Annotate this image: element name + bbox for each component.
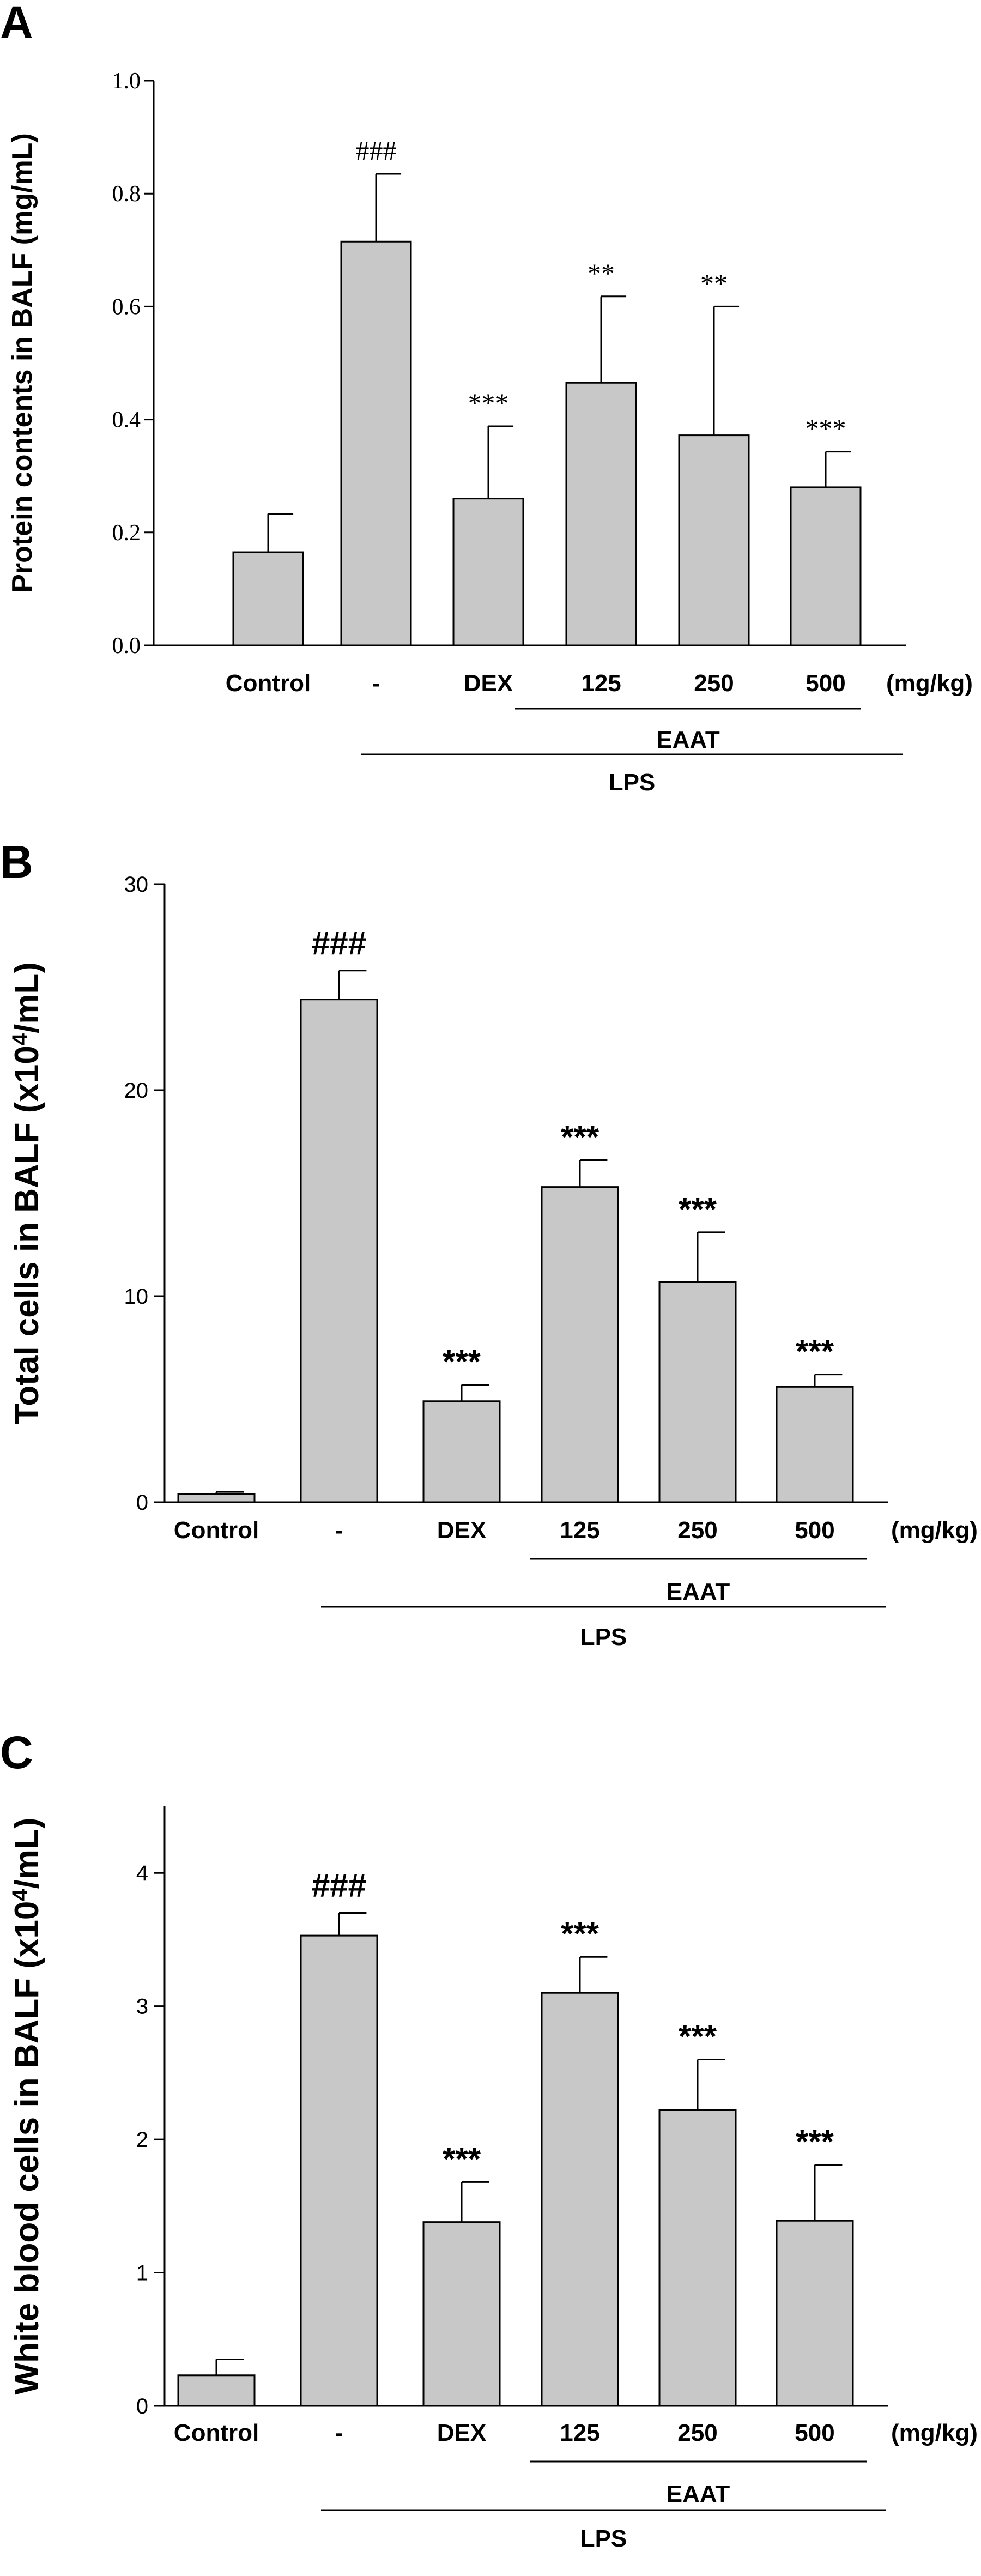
group-label-eaat-c: EAAT xyxy=(667,2481,730,2507)
x-tick-label-b-5: 500 xyxy=(795,1517,834,1544)
panel-label-b: B xyxy=(0,836,33,887)
significance-label-c-3: *** xyxy=(561,1915,600,1952)
dose-unit-label-a: (mg/kg) xyxy=(886,670,973,697)
significance-label-a-2: *** xyxy=(468,388,509,418)
y-axis-title-c: White blood cells in BALF (x104/mL) xyxy=(8,1817,46,2394)
bar-a-0 xyxy=(232,551,304,646)
bar-a-4 xyxy=(678,434,750,646)
x-tick-label-b-1: - xyxy=(335,1517,343,1544)
y-axis-title-superscript: 4 xyxy=(8,1889,32,1901)
y-tick-label: 10 xyxy=(124,1285,149,1309)
bar-a-5 xyxy=(790,486,862,646)
significance-label-b-4: *** xyxy=(679,1191,717,1227)
group-label-lps-b: LPS xyxy=(580,1624,627,1650)
significance-label-b-5: *** xyxy=(796,1333,834,1370)
chart-panel-b: B 0 10 20 30 Total cells in BALF (x104/mL) Con… xyxy=(0,836,978,1650)
bar-c-0 xyxy=(177,2374,256,2407)
panel-label-c: C xyxy=(0,1727,33,1778)
significance-label-c-2: *** xyxy=(443,2140,481,2177)
bar-b-1 xyxy=(300,999,378,1503)
bar-c-2 xyxy=(422,2221,501,2407)
x-tick-label-a-5: 500 xyxy=(806,670,845,697)
y-axis-title-unit: /mL) xyxy=(8,962,46,1033)
y-tick-label: 0.0 xyxy=(112,633,141,658)
x-tick-label-b-3: 125 xyxy=(560,1517,600,1544)
y-tick-label: 30 xyxy=(124,873,149,897)
bar-c-5 xyxy=(776,2220,854,2407)
x-tick-label-c-3: 125 xyxy=(560,2420,600,2446)
significance-label-c-5: *** xyxy=(796,2124,834,2160)
bar-b-4 xyxy=(658,1281,737,1503)
y-tick-label: 0 xyxy=(136,2394,148,2418)
significance-label-a-3: ** xyxy=(588,258,615,288)
x-tick-label-c-4: 250 xyxy=(677,2420,717,2446)
bar-c-4 xyxy=(658,2109,737,2407)
y-tick-label: 4 xyxy=(136,1861,148,1885)
x-tick-label-a-1: - xyxy=(372,670,380,697)
y-tick-label: 2 xyxy=(136,2128,148,2152)
y-tick-label: 0.4 xyxy=(112,408,141,433)
panel-label-a: A xyxy=(0,0,33,48)
x-tick-label-b-4: 250 xyxy=(677,1517,717,1544)
y-tick-label: 0.8 xyxy=(112,182,141,207)
bar-b-2 xyxy=(422,1400,501,1503)
x-tick-label-b-0: Control xyxy=(174,1517,259,1544)
bar-b-0 xyxy=(177,1493,256,1503)
significance-label-a-1: ### xyxy=(356,135,397,166)
y-tick-label: 0 xyxy=(136,1491,148,1515)
bar-a-1 xyxy=(340,240,412,646)
significance-label-b-3: *** xyxy=(561,1119,600,1156)
y-axis-title-superscript: 4 xyxy=(8,1033,32,1045)
group-label-lps-a: LPS xyxy=(609,769,656,796)
y-axis-title-a: Protein contents in BALF (mg/mL) xyxy=(7,133,38,593)
y-tick-label: 20 xyxy=(124,1079,149,1103)
dose-unit-label-b: (mg/kg) xyxy=(891,1517,978,1544)
y-axis-title-b: Total cells in BALF (x104/mL) xyxy=(8,962,46,1424)
x-tick-label-a-2: DEX xyxy=(464,670,513,697)
group-label-eaat-a: EAAT xyxy=(656,727,720,753)
significance-label-c-4: *** xyxy=(679,2018,717,2054)
y-axis-title-text: Total cells in BALF (x10 xyxy=(8,1045,46,1424)
group-label-lps-c: LPS xyxy=(580,2525,627,2552)
bar-c-3 xyxy=(541,1992,619,2407)
x-tick-label-c-1: - xyxy=(335,2420,343,2446)
significance-label-b-2: *** xyxy=(443,1344,481,1380)
significance-label-c-1: ### xyxy=(312,1867,366,1904)
y-tick-label: 1.0 xyxy=(112,69,141,94)
bar-a-2 xyxy=(452,498,524,646)
significance-label-b-1: ### xyxy=(312,925,366,962)
y-axis-title-text: White blood cells in BALF (x10 xyxy=(8,1901,46,2395)
bar-c-1 xyxy=(300,1934,378,2407)
y-tick-label: 0.6 xyxy=(112,294,141,319)
x-tick-label-a-0: Control xyxy=(226,670,311,697)
bar-b-5 xyxy=(776,1386,854,1503)
y-axis-title-unit: /mL) xyxy=(8,1817,46,1889)
bar-a-3 xyxy=(565,382,637,646)
x-tick-label-b-2: DEX xyxy=(437,1517,486,1544)
x-tick-label-a-4: 250 xyxy=(694,670,734,697)
x-tick-label-c-0: Control xyxy=(174,2420,259,2446)
significance-label-a-5: *** xyxy=(806,413,846,444)
y-tick-label: 3 xyxy=(136,1995,148,2019)
dose-unit-label-c: (mg/kg) xyxy=(891,2420,978,2446)
bar-b-3 xyxy=(541,1186,619,1503)
x-tick-label-a-3: 125 xyxy=(581,670,621,697)
chart-panel-a: A 0.0 0.2 0.4 0.6 0.8 1.0 Protein contents in B… xyxy=(0,0,973,796)
x-tick-label-c-2: DEX xyxy=(437,2420,486,2446)
y-tick-label: 0.2 xyxy=(112,521,141,546)
group-label-eaat-b: EAAT xyxy=(667,1579,730,1605)
significance-label-a-4: ** xyxy=(700,268,728,298)
y-tick-label: 1 xyxy=(136,2261,148,2285)
x-tick-label-c-5: 500 xyxy=(795,2420,834,2446)
